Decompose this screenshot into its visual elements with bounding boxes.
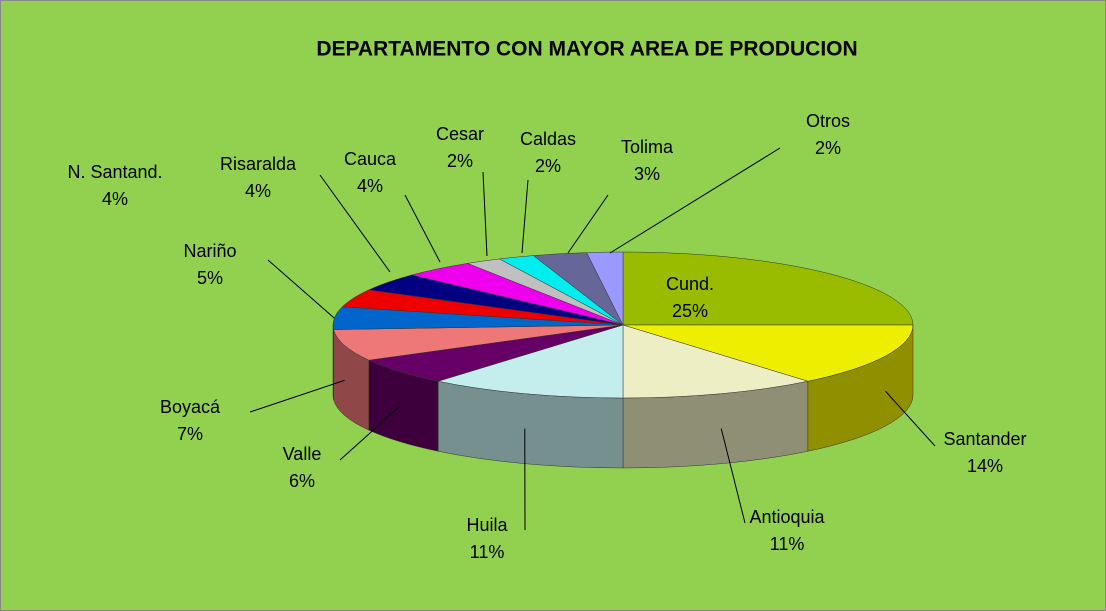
slice-value-label: 4% (245, 181, 271, 201)
chart-title: DEPARTAMENTO CON MAYOR AREA DE PRODUCION (316, 38, 857, 61)
pie-side (332, 324, 334, 400)
slice-value-label: 25% (672, 301, 708, 321)
slice-value-label: 6% (289, 471, 315, 491)
pie-slice (622, 251, 914, 326)
slice-value-label: 4% (102, 189, 128, 209)
leader-line (319, 174, 391, 273)
slice-value-label: 2% (535, 156, 561, 176)
slice-value-label: 4% (357, 176, 383, 196)
pie-slice (333, 324, 624, 361)
slice-label: Nariño (183, 241, 236, 261)
leader-line (267, 259, 335, 319)
slice-label: Caldas (520, 129, 576, 149)
pie-slice (438, 324, 624, 399)
leader-line (885, 390, 936, 447)
slice-label: Risaralda (220, 154, 297, 174)
slice-value-label: 11% (770, 534, 805, 554)
slice-label: Cauca (344, 149, 397, 169)
leader-line (339, 406, 400, 461)
slice-label: Huila (466, 515, 508, 535)
pie-slice (586, 251, 624, 326)
leader-line (249, 379, 345, 413)
pie-slice (622, 324, 808, 399)
slice-label: N. Santand. (67, 162, 162, 182)
slice-value-label: 2% (815, 138, 841, 158)
pie-slice (622, 324, 914, 382)
leader-line (521, 179, 529, 254)
leader-line (720, 428, 746, 524)
slice-label: Valle (283, 444, 322, 464)
slice-value-label: 7% (177, 424, 203, 444)
slice-label: Cesar (436, 124, 484, 144)
slice-label: Tolima (621, 137, 674, 157)
slice-value-label: 3% (634, 164, 660, 184)
slice-label: Otros (806, 111, 850, 131)
leader-line (482, 171, 488, 257)
slice-value-label: 2% (447, 151, 473, 171)
slice-label: Antioquia (749, 507, 825, 527)
slice-label: Boyacá (160, 397, 221, 417)
leader-line (609, 147, 781, 254)
slice-value-label: 11% (470, 542, 505, 562)
slice-label: Santander (943, 429, 1026, 449)
slice-value-label: 14% (967, 456, 1003, 476)
leader-line (404, 194, 441, 263)
slice-value-label: 5% (197, 268, 223, 288)
slice-label: Cund. (666, 274, 714, 294)
leader-line (567, 194, 609, 254)
